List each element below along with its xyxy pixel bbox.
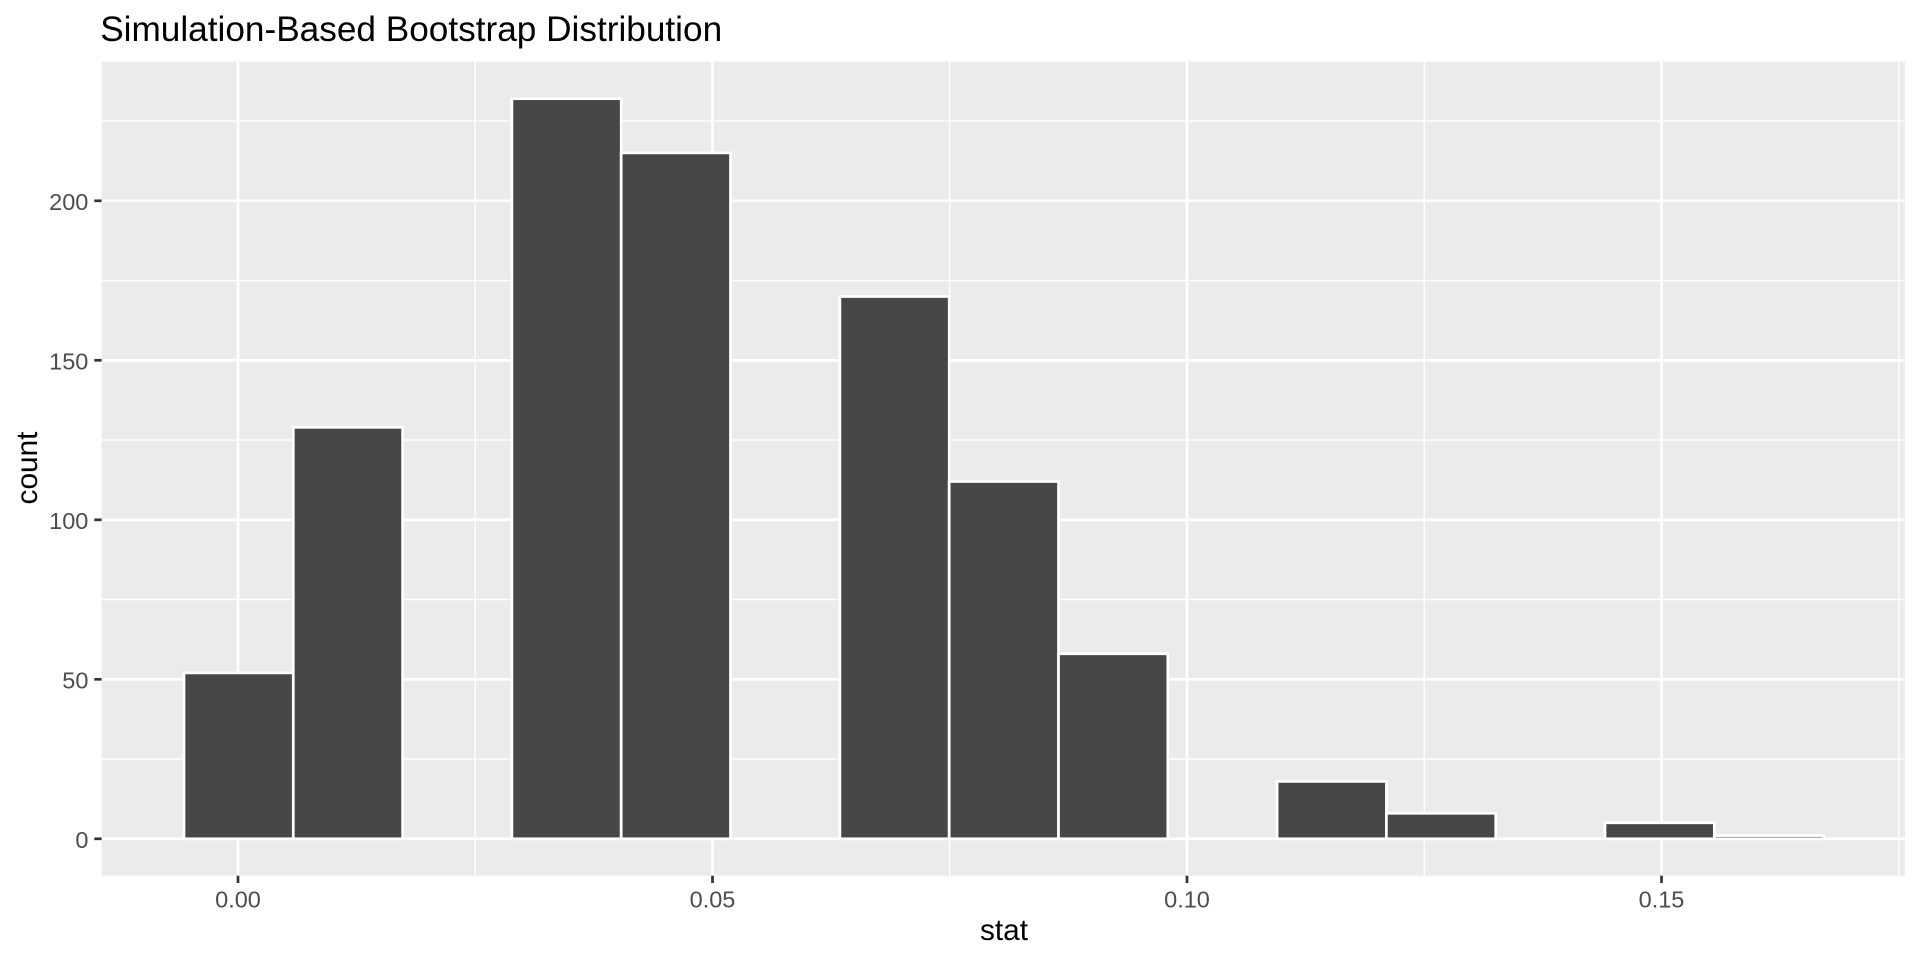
svg-text:0.10: 0.10	[1164, 886, 1210, 912]
svg-text:stat: stat	[980, 914, 1029, 947]
svg-text:0.15: 0.15	[1639, 886, 1685, 912]
svg-text:count: count	[11, 431, 44, 505]
svg-text:0.05: 0.05	[690, 886, 736, 912]
svg-text:100: 100	[49, 508, 88, 534]
svg-text:Simulation-Based Bootstrap Dis: Simulation-Based Bootstrap Distribution	[100, 10, 722, 49]
svg-text:0.00: 0.00	[215, 886, 261, 912]
svg-text:0: 0	[75, 827, 88, 853]
svg-text:50: 50	[62, 667, 88, 693]
svg-text:200: 200	[49, 189, 88, 215]
svg-text:150: 150	[49, 348, 88, 374]
